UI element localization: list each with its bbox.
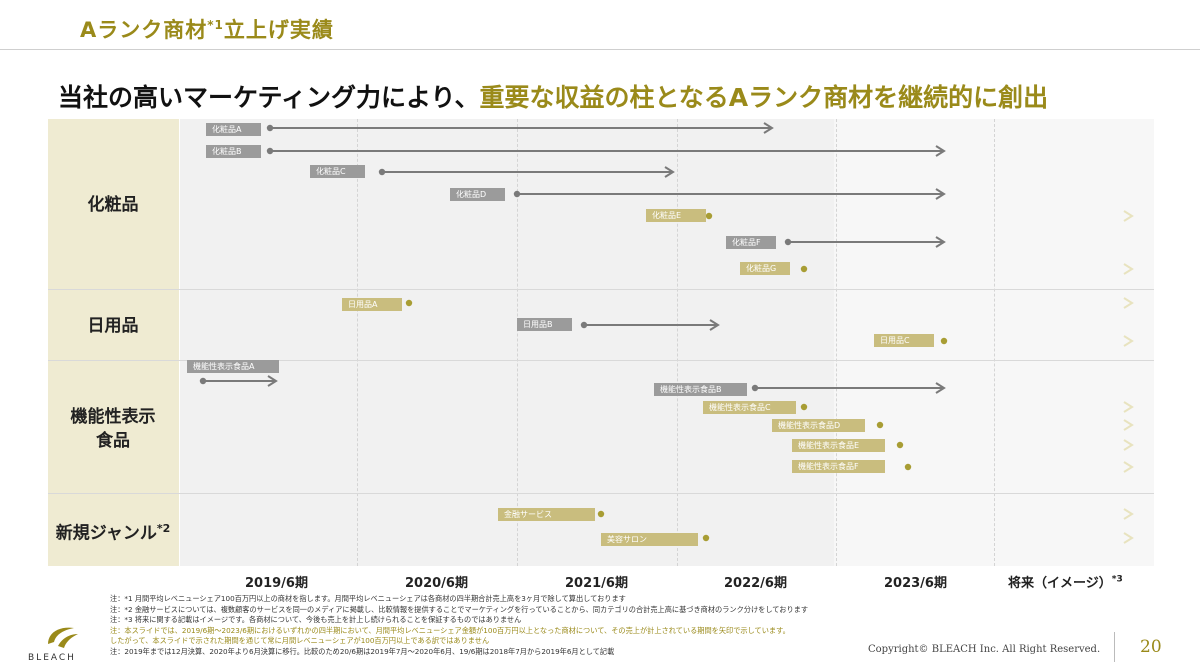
arrow-head-icon xyxy=(664,166,675,178)
arrow-head-icon xyxy=(1123,461,1134,473)
item-tag: 日用品C xyxy=(874,334,934,347)
period-2019: 2019/6期 xyxy=(245,576,308,591)
period-2020: 2020/6期 xyxy=(405,576,468,591)
item-tag: 化粧品B xyxy=(206,145,261,158)
arrow-head-icon xyxy=(267,375,278,387)
category-label-cosmetics: 化粧品 xyxy=(87,195,139,215)
note-3: 注：*3 将来に関する記載はイメージです。各商材について、今後も売上を計上し続け… xyxy=(110,615,522,624)
footer-divider xyxy=(1114,632,1115,662)
note-2: 注：*2 金融サービスについては、複数顧客のサービスを同一のメディアに掲載し、比… xyxy=(110,604,809,614)
item-tag: 機能性表示食品E xyxy=(792,439,885,452)
copyright: Copyright© BLEACH Inc. All Right Reserve… xyxy=(868,644,1101,655)
period-divider xyxy=(517,119,518,566)
headline-part1: 当社の高いマーケティング力により、 xyxy=(58,83,480,112)
period-divider xyxy=(357,119,358,566)
item-tag: 美容サロン xyxy=(601,533,698,546)
arrow-head-icon xyxy=(935,236,946,248)
arrow-head-icon xyxy=(935,188,946,200)
footnotes: 注：*1 月間平均レベニューシェア100百万円以上の商材を指します。月間平均レベ… xyxy=(110,594,808,657)
item-tag: 化粧品A xyxy=(206,123,261,136)
arrow-head-icon xyxy=(1123,508,1134,520)
category-label-functional: 機能性表示 食品 xyxy=(70,407,156,451)
headline-part2: 重要な収益の柱となるAランク商材を継続的に創出 xyxy=(479,83,1049,112)
item-tag: 機能性表示食品A xyxy=(187,360,279,373)
headline: 当社の高いマーケティング力により、重要な収益の柱となるAランク商材を継続的に創出 xyxy=(58,78,1048,114)
period-future: 将来（イメージ）*3 xyxy=(1008,574,1123,591)
arrow-head-icon xyxy=(1123,532,1134,544)
item-tag: 機能性表示食品D xyxy=(772,419,865,432)
arrow-head-icon xyxy=(935,382,946,394)
period-2023: 2023/6期 xyxy=(884,576,947,591)
period-2022: 2022/6期 xyxy=(724,576,787,591)
arrow-head-icon xyxy=(1123,439,1134,451)
category-separator xyxy=(48,493,1154,494)
item-tag: 機能性表示食品B xyxy=(654,383,747,396)
category-separator xyxy=(48,360,1154,361)
note-6: 注：2019年までは12月決算、2020年より6月決算に移行。比較のため20/6… xyxy=(110,646,615,656)
period-divider xyxy=(994,119,995,566)
page-title: Aランク商材*1立上げ実績 xyxy=(80,18,334,42)
arrow-head-icon xyxy=(935,145,946,157)
logo-wordmark: BLEACH xyxy=(28,653,76,663)
arrow-head-icon xyxy=(1123,297,1134,309)
category-label-new-genre: 新規ジャンル*2 xyxy=(55,522,171,544)
arrow-head-icon xyxy=(1123,335,1134,347)
item-tag: 化粧品D xyxy=(450,188,505,201)
item-tag: 日用品A xyxy=(342,298,402,311)
item-tag: 化粧品E xyxy=(646,209,706,222)
page-number: 20 xyxy=(1140,637,1162,657)
arrow-head-icon xyxy=(1123,419,1134,431)
period-divider xyxy=(677,119,678,566)
period-2021: 2021/6期 xyxy=(565,576,628,591)
arrow-head-icon xyxy=(763,122,774,134)
arrow-head-icon xyxy=(1123,210,1134,222)
bleach-logo-icon xyxy=(48,627,78,648)
header-divider xyxy=(0,49,1200,50)
item-tag: 機能性表示食品C xyxy=(703,401,796,414)
category-label-daily: 日用品 xyxy=(87,316,139,336)
period-divider xyxy=(836,119,837,566)
item-tag: 日用品B xyxy=(517,318,572,331)
item-tag: 機能性表示食品F xyxy=(792,460,885,473)
item-tag: 化粧品G xyxy=(740,262,790,275)
category-column xyxy=(48,119,179,566)
arrow-head-icon xyxy=(709,319,720,331)
item-tag: 化粧品C xyxy=(310,165,365,178)
note-1: 注：*1 月間平均レベニューシェア100百万円以上の商材を指します。月間平均レベ… xyxy=(110,594,626,603)
arrow-head-icon xyxy=(1123,401,1134,413)
item-tag: 金融サービス xyxy=(498,508,595,521)
item-tag: 化粧品F xyxy=(726,236,776,249)
note-4: 注：本スライドでは、2019/6期～2023/6期におけるいずれかの四半期におい… xyxy=(110,625,790,635)
category-separator xyxy=(48,289,1154,290)
note-5: したがって、本スライドで示された期間を通じて常に月間レベニューシェアが100百万… xyxy=(110,636,490,645)
arrow-head-icon xyxy=(1123,263,1134,275)
